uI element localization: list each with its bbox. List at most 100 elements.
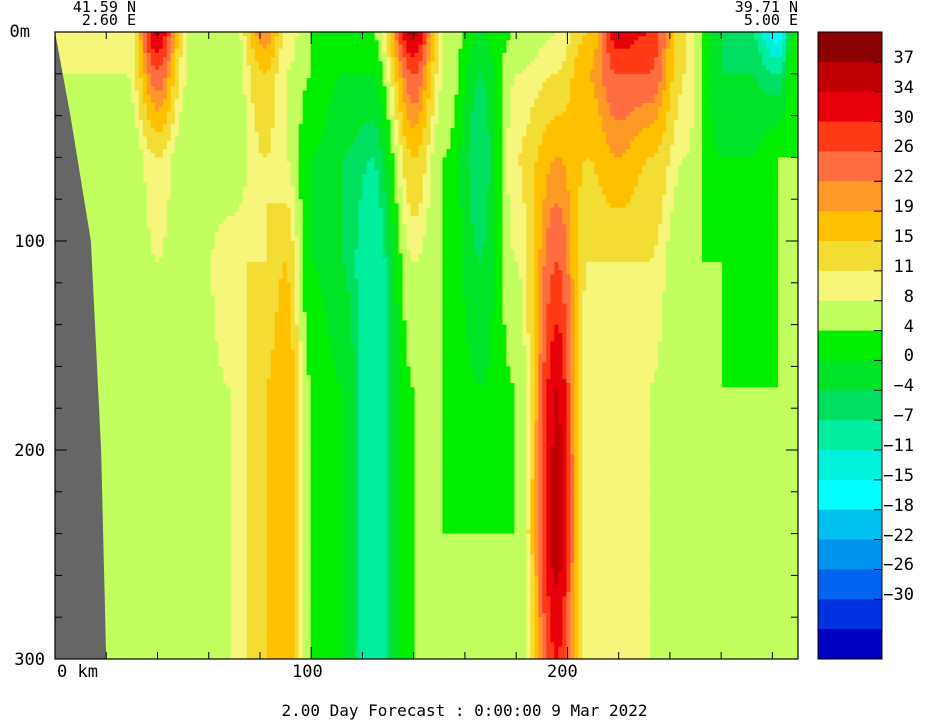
heatmap-cell bbox=[566, 362, 571, 367]
heatmap-cell bbox=[210, 278, 248, 284]
heatmap-cell bbox=[530, 512, 535, 518]
heatmap-cell bbox=[246, 182, 292, 188]
heatmap-cell bbox=[546, 441, 555, 447]
heatmap-cell bbox=[210, 249, 268, 255]
heatmap-cell bbox=[386, 433, 392, 439]
heatmap-cell bbox=[538, 441, 543, 447]
heatmap-cell bbox=[158, 48, 168, 54]
heatmap-cell bbox=[510, 211, 527, 217]
heatmap-cell bbox=[414, 441, 444, 447]
heatmap-cell bbox=[150, 61, 164, 67]
heatmap-cell bbox=[426, 211, 444, 217]
heatmap-cell bbox=[230, 408, 248, 413]
heatmap-cell bbox=[526, 571, 531, 576]
heatmap-cell bbox=[394, 140, 400, 146]
heatmap-cell bbox=[506, 165, 523, 171]
heatmap-cell bbox=[442, 299, 468, 305]
heatmap-cell bbox=[570, 562, 575, 568]
heatmap-cell bbox=[406, 195, 424, 200]
heatmap-cell bbox=[398, 370, 412, 376]
heatmap-cell bbox=[146, 40, 152, 46]
heatmap-cell bbox=[294, 387, 300, 393]
heatmap-cell bbox=[594, 161, 647, 167]
heatmap-cell bbox=[462, 232, 476, 238]
heatmap-cell bbox=[534, 458, 539, 464]
heatmap-cell bbox=[534, 516, 539, 522]
heatmap-cell bbox=[302, 266, 316, 271]
heatmap-cell bbox=[390, 450, 400, 455]
heatmap-cell bbox=[510, 36, 551, 41]
heatmap-cell bbox=[570, 220, 579, 225]
heatmap-cell bbox=[782, 119, 798, 125]
heatmap-cell bbox=[246, 378, 268, 384]
heatmap-cell bbox=[702, 249, 779, 255]
heatmap-cell bbox=[354, 596, 360, 602]
heatmap-cell bbox=[246, 291, 280, 296]
heatmap-cell bbox=[410, 98, 420, 104]
heatmap-cell bbox=[666, 182, 679, 188]
heatmap-cell bbox=[570, 391, 575, 397]
heatmap-cell bbox=[658, 52, 663, 58]
heatmap-cell bbox=[530, 404, 535, 409]
heatmap-cell bbox=[230, 600, 248, 606]
heatmap-cell bbox=[666, 65, 675, 71]
heatmap-cell bbox=[462, 257, 480, 263]
heatmap-cell bbox=[146, 203, 168, 209]
heatmap-cell bbox=[414, 420, 444, 426]
heatmap-cell bbox=[302, 412, 312, 418]
heatmap-cell bbox=[55, 345, 220, 351]
heatmap-cell bbox=[274, 332, 292, 338]
heatmap-cell bbox=[170, 57, 176, 62]
heatmap-cell bbox=[526, 370, 531, 376]
heatmap-cell bbox=[314, 149, 348, 154]
heatmap-cell bbox=[638, 174, 667, 179]
heatmap-cell bbox=[562, 550, 567, 556]
heatmap-cell bbox=[422, 94, 432, 100]
heatmap-cell bbox=[574, 341, 579, 347]
heatmap-cell bbox=[266, 220, 292, 225]
heatmap-cell bbox=[230, 475, 248, 480]
heatmap-cell bbox=[354, 374, 360, 380]
heatmap-cell bbox=[414, 525, 444, 531]
heatmap-cell bbox=[55, 149, 144, 154]
heatmap-cell bbox=[310, 592, 344, 597]
heatmap-cell bbox=[434, 82, 444, 87]
heatmap-cell bbox=[262, 153, 268, 158]
heatmap-cell bbox=[398, 562, 416, 568]
heatmap-cell bbox=[502, 107, 511, 113]
heatmap-cell bbox=[650, 500, 798, 505]
heatmap-cell bbox=[594, 90, 607, 96]
heatmap-cell bbox=[490, 320, 503, 326]
heatmap-cell bbox=[382, 174, 392, 179]
heatmap-cell bbox=[322, 295, 352, 301]
heatmap-cell bbox=[138, 132, 144, 138]
heatmap-cell bbox=[298, 567, 304, 572]
heatmap-cell bbox=[386, 366, 392, 372]
heatmap-cell bbox=[534, 207, 543, 213]
heatmap-cell bbox=[342, 613, 356, 618]
heatmap-cell bbox=[378, 178, 384, 184]
heatmap-cell bbox=[382, 165, 392, 171]
heatmap-cell bbox=[310, 61, 384, 67]
heatmap-cell bbox=[146, 136, 172, 142]
heatmap-cell bbox=[510, 199, 523, 204]
heatmap-cell bbox=[55, 370, 224, 376]
heatmap-cell bbox=[310, 504, 344, 510]
heatmap-cell bbox=[55, 295, 216, 301]
heatmap-cell bbox=[546, 579, 555, 585]
heatmap-cell bbox=[138, 36, 144, 41]
heatmap-cell bbox=[302, 215, 312, 221]
heatmap-cell bbox=[466, 65, 496, 71]
heatmap-cell bbox=[134, 48, 140, 54]
heatmap-cell bbox=[538, 395, 543, 401]
heatmap-cell bbox=[302, 303, 324, 309]
heatmap-cell bbox=[310, 454, 344, 459]
heatmap-cell bbox=[246, 479, 268, 485]
heatmap-cell bbox=[378, 94, 388, 100]
heatmap-cell bbox=[526, 261, 535, 267]
heatmap-cell bbox=[558, 404, 567, 409]
heatmap-cell bbox=[542, 303, 547, 309]
heatmap-cell bbox=[426, 32, 432, 37]
heatmap-cell bbox=[302, 358, 308, 363]
heatmap-cell bbox=[306, 77, 340, 83]
